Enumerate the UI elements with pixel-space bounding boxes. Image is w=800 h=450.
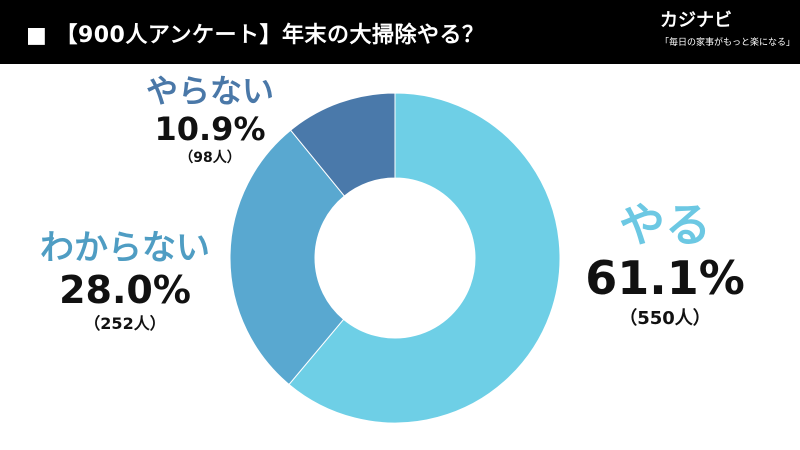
slice-label-wakaranai: わからない 28.0% （252人） [20, 228, 230, 336]
pie-slice-0 [288, 92, 561, 424]
brand: カジナビ 「毎日の家事がもっと楽になる」 [660, 10, 796, 50]
pie-slice-1 [229, 129, 346, 386]
pie-slice-2 [289, 92, 396, 197]
slice-label-yaru: やる 61.1% （550人） [560, 198, 770, 334]
slice-name-yaru: やる [619, 198, 711, 252]
header-bar: ■ 【900人アンケート】年末の大掃除やる？ カジナビ 「毎日の家事がもっと楽に… [0, 0, 800, 64]
slice-label-yaranai: やらない 10.9% （98人） [120, 72, 300, 168]
slice-percent-yaranai: 10.9% [154, 110, 266, 148]
slice-name-yaranai: やらない [145, 72, 274, 110]
brand-tagline: 「毎日の家事がもっと楽になる」 [660, 38, 796, 48]
page-title: ■ 【900人アンケート】年末の大掃除やる？ [26, 23, 485, 48]
slice-count-yaru: （550人） [619, 308, 711, 329]
slice-count-wakaranai: （252人） [84, 314, 166, 333]
slice-count-yaranai: （98人） [179, 150, 241, 166]
brand-name: カジナビ [660, 10, 732, 31]
slice-percent-wakaranai: 28.0% [59, 268, 191, 312]
slice-percent-yaru: 61.1% [585, 251, 745, 305]
slice-name-wakaranai: わからない [40, 228, 210, 268]
